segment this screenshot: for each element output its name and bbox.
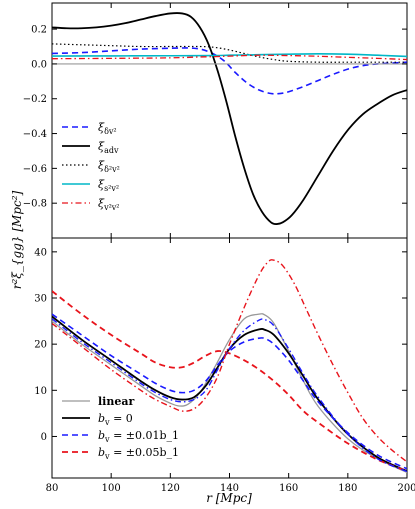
bottom-ytick-label-1: 30 — [34, 294, 47, 305]
bottom-xtick-label-160: 160 — [279, 483, 298, 494]
top-panel: 0.2 0.0 −0.2 −0.4 −0.6 −0.8 ξδv² ξadv ξδ²v² ξs²v… — [23, 2, 408, 239]
top-lines — [52, 12, 407, 225]
top-series-1-line — [52, 12, 407, 225]
bottom-xtick-label-140: 140 — [220, 483, 239, 494]
bottom-xtick-label-200: 200 — [397, 483, 415, 494]
top-legend-label-2: ξδ²v² — [98, 159, 120, 174]
bottom-xtick-label-80: 80 — [46, 483, 59, 494]
top-legend-label-1: ξadv — [98, 140, 119, 155]
top-series-2-line — [52, 43, 407, 63]
bottom-xtick-label-120: 120 — [161, 483, 180, 494]
bottom-legend-label-1: bv = 0 — [98, 412, 133, 427]
top-series-4-line — [52, 54, 407, 61]
bottom-series-0-line — [52, 313, 407, 474]
top-ytick-label-3: −0.4 — [23, 129, 47, 140]
top-ytick-label-1: 0.0 — [31, 59, 47, 70]
bottom-series-4-line — [52, 318, 407, 473]
bottom-series-5-line — [52, 259, 407, 463]
top-ytick-label-2: −0.2 — [23, 94, 47, 105]
top-plot-frame — [51, 2, 408, 239]
bottom-legend-label-2: bv = ±0.01b_1 — [98, 429, 179, 444]
bottom-lines — [52, 259, 407, 474]
top-ytick-label-4: −0.6 — [23, 164, 47, 175]
bottom-xtick-label-180: 180 — [338, 483, 357, 494]
top-legend: ξδv² ξadv ξδ²v² ξs²v² ξv²v² — [62, 121, 120, 212]
bottom-xtick-label-100: 100 — [102, 483, 121, 494]
bottom-series-2-line — [52, 313, 407, 470]
top-ticks: 0.2 0.0 −0.2 −0.4 −0.6 −0.8 — [23, 3, 408, 238]
top-ytick-label-0: 0.2 — [31, 25, 47, 36]
top-series-0-line — [52, 47, 407, 95]
bottom-ytick-label-0: 40 — [34, 247, 47, 258]
top-legend-label-3: ξs²v² — [98, 178, 119, 193]
bottom-ytick-label-4: 0 — [41, 432, 47, 443]
top-legend-label-4: ξv²v² — [98, 197, 120, 212]
bottom-ytick-label-2: 20 — [34, 340, 47, 351]
y-axis-label: r²ξ_{gg} [Mpc²] — [10, 190, 24, 289]
top-legend-label-0: ξδv² — [98, 121, 117, 136]
x-axis-label: r [Mpc] — [206, 491, 252, 505]
bottom-legend: linear bv = 0 bv = ±0.01b_1bv = ±0.05b_1 — [62, 395, 179, 461]
top-ytick-label-5: −0.8 — [23, 199, 47, 210]
bottom-legend-label-3: bv = ±0.05b_1 — [98, 446, 179, 461]
bottom-ytick-label-3: 10 — [34, 386, 47, 397]
bottom-series-3-line — [52, 290, 407, 472]
bottom-legend-label-0: linear — [98, 395, 134, 408]
